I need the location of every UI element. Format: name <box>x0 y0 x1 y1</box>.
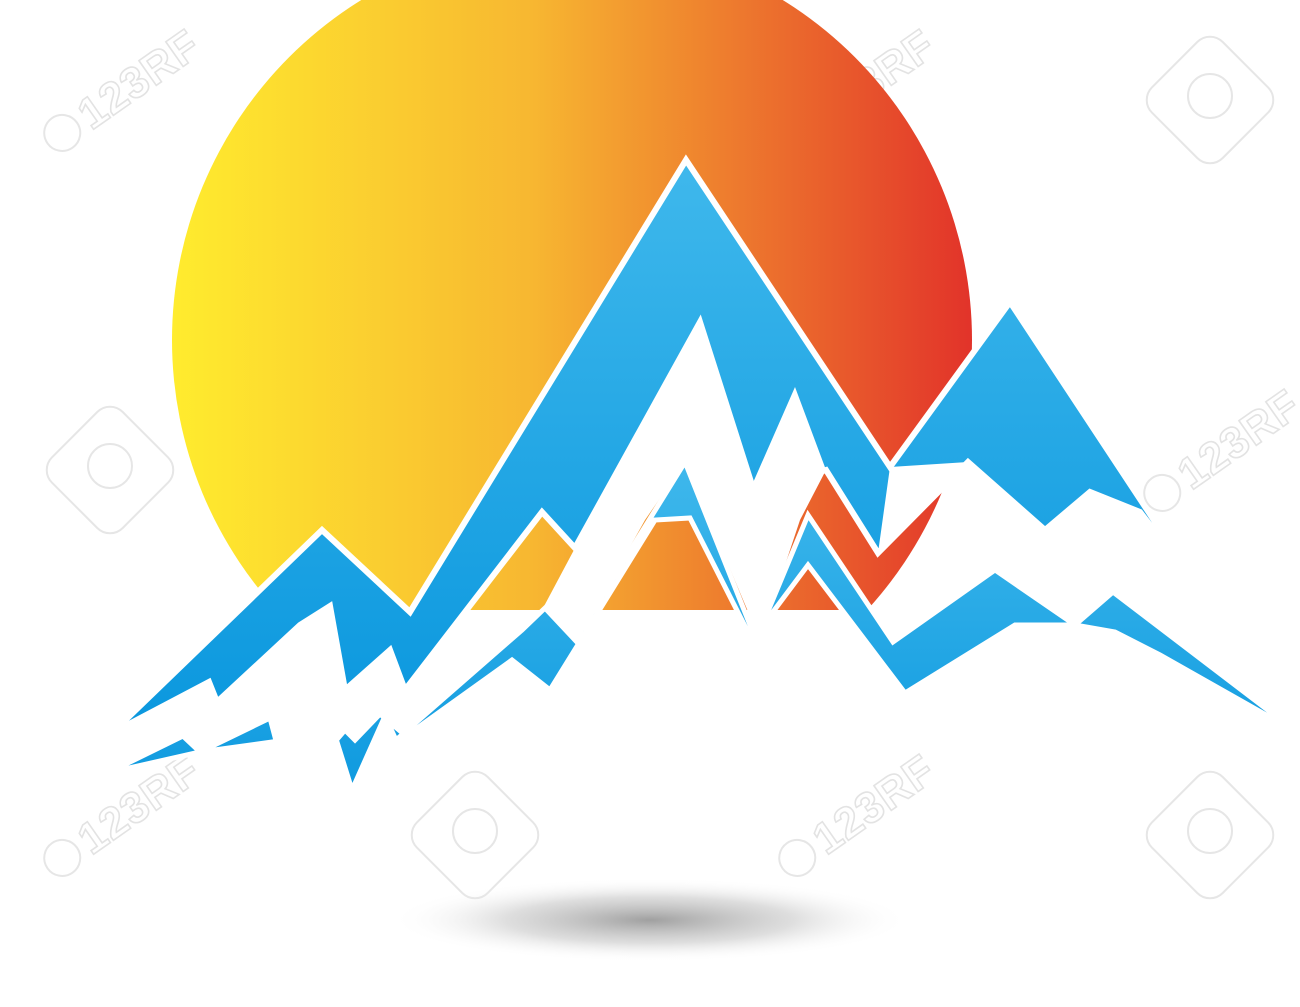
watermark-logo: 123RF <box>1143 380 1300 512</box>
ground-shadow <box>390 878 910 962</box>
watermark-badge-icon <box>45 405 175 535</box>
mountain-front-range <box>10 456 1300 823</box>
watermark-text: 123RF <box>1169 380 1300 499</box>
watermark-logo: 123RF <box>43 20 210 152</box>
watermark-badge-icon <box>1145 770 1275 900</box>
watermark-badge-icon <box>1145 35 1275 165</box>
watermark-text: 123RF <box>69 20 209 139</box>
mountain-snow-cut <box>542 322 968 690</box>
watermark-badge-icon <box>410 770 540 900</box>
watermark-logo: 123RF <box>778 745 945 877</box>
watermark-text: 123RF <box>804 745 944 864</box>
